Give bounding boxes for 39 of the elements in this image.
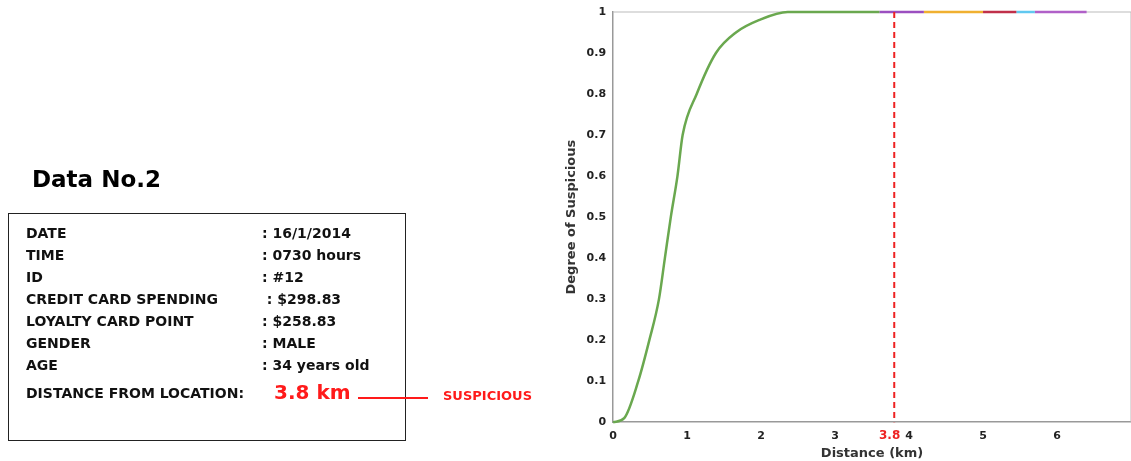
- x-tick-label: 5: [979, 428, 987, 442]
- x-tick-label: 3: [831, 428, 839, 442]
- text: 3.8 km: [274, 380, 351, 404]
- x-tick-label: 1: [683, 428, 691, 442]
- y-tick-label: 0.1: [586, 374, 607, 388]
- text: Data No.2: [32, 166, 161, 192]
- y-tick-label: 0.2: [586, 333, 607, 347]
- text: : 0730 hours: [262, 247, 362, 263]
- x-tick-label: 2: [757, 428, 765, 442]
- text: : $258.83: [262, 313, 337, 329]
- x-tick-label: 0: [609, 428, 618, 442]
- y-tick-label: 1: [598, 4, 607, 18]
- text: LOYALTY CARD POINT: [26, 313, 194, 329]
- y-tick-label: 0.8: [586, 86, 607, 100]
- text: TIME: [26, 247, 65, 263]
- text: : 16/1/2014: [262, 225, 351, 241]
- x-tick-label: 6: [1053, 428, 1062, 442]
- text: : #12: [262, 269, 304, 285]
- text: DATE: [26, 225, 67, 241]
- y-tick-label: 0.3: [586, 292, 607, 305]
- text: : $298.83: [265, 291, 342, 307]
- y-tick-label: 0.4: [586, 250, 607, 264]
- y-axis-title: Degree of Suspicious: [563, 139, 579, 295]
- text: : 34 years old: [262, 357, 370, 373]
- text: AGE: [26, 357, 58, 373]
- x-tick-label: 4: [905, 428, 914, 442]
- y-tick-label: 0.9: [586, 45, 607, 59]
- y-tick-label: 0.5: [586, 209, 607, 223]
- y-tick-label: 0.7: [586, 127, 607, 141]
- text: CREDIT CARD SPENDING: [26, 291, 218, 307]
- text: DISTANCE FROM LOCATION:: [26, 385, 245, 401]
- text: : MALE: [262, 335, 316, 351]
- x-axis-title: Distance (km): [820, 444, 924, 460]
- y-tick-label: 0: [598, 415, 607, 429]
- text: SUSPICIOUS: [443, 388, 532, 403]
- y-tick-label: 0.6: [586, 168, 607, 182]
- text: GENDER: [26, 335, 91, 351]
- text: ID: [26, 269, 43, 285]
- ref-line-label: 3.8: [878, 428, 901, 443]
